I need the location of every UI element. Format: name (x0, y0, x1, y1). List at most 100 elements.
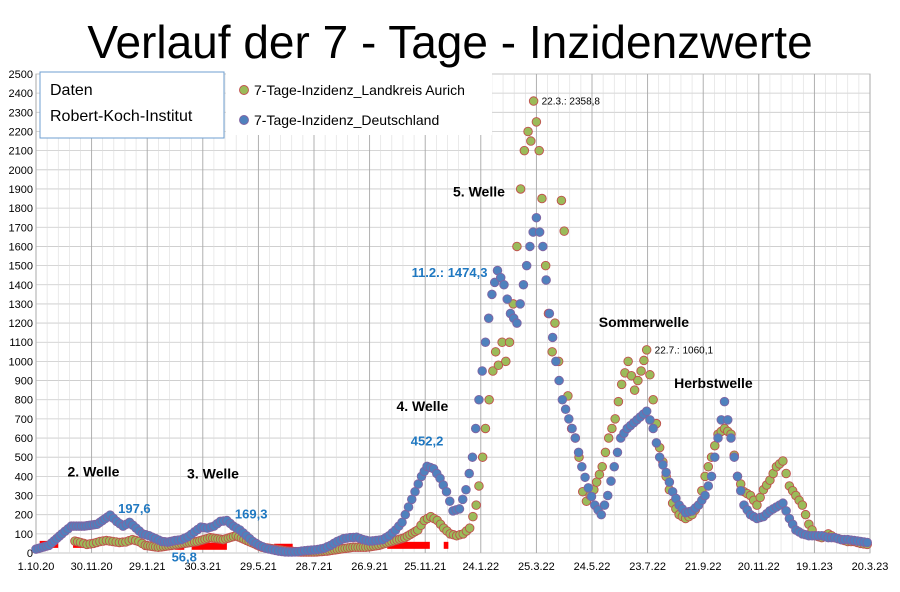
data-point (607, 423, 617, 434)
grid (35, 73, 871, 554)
data-point (713, 433, 723, 443)
red-marker (191, 542, 227, 550)
y-tick-label: 2400 (9, 88, 33, 100)
data-point (710, 452, 720, 462)
y-tick-label: 2200 (9, 126, 33, 138)
y-tick-label: 300 (15, 491, 33, 503)
data-point (464, 523, 475, 533)
data-point (480, 423, 491, 434)
y-tick-label: 800 (15, 395, 33, 407)
data-point (515, 299, 525, 309)
x-tick-label: 26.9.21 (351, 561, 388, 573)
data-point (445, 496, 455, 507)
y-tick-label: 2300 (9, 107, 33, 119)
x-tick-label: 25.3.22 (518, 561, 555, 573)
y-tick-label: 1900 (9, 184, 33, 196)
data-point (499, 280, 509, 290)
y-tick-label: 400 (15, 471, 33, 483)
data-point (526, 136, 536, 146)
data-point (612, 447, 623, 458)
source-box (39, 71, 225, 139)
data-point (600, 447, 611, 458)
legend-label: 7-Tage-Inzidenz_Landkreis Aurich (254, 82, 465, 98)
x-tick-label: 21.9.22 (685, 561, 722, 573)
data-point (521, 260, 532, 271)
data-point (629, 385, 640, 395)
data-point (528, 96, 539, 106)
data-point (512, 318, 522, 328)
data-point (603, 433, 614, 443)
data-point (454, 504, 465, 514)
x-tick-label: 25.11.21 (404, 561, 446, 573)
data-point (703, 462, 714, 472)
plot-area (35, 73, 871, 554)
annotation-label: 452,2 (411, 434, 444, 449)
data-point (597, 462, 607, 472)
data-point (719, 396, 730, 407)
data-point (471, 500, 481, 510)
y-tick-label: 1800 (9, 203, 33, 215)
data-point (596, 509, 607, 520)
data-point (544, 308, 555, 319)
data-point (477, 452, 488, 462)
data-point (626, 371, 637, 381)
data-point (703, 481, 714, 491)
data-point (493, 360, 504, 370)
legend-box (226, 73, 492, 135)
x-tick-label: 29.5.21 (240, 561, 277, 573)
data-point (648, 423, 658, 434)
data-point (732, 471, 743, 482)
y-tick-label: 1300 (9, 299, 33, 311)
x-tick-label: 24.1.22 (462, 561, 499, 573)
y-tick-label: 1700 (9, 222, 33, 234)
series (31, 96, 872, 557)
data-point (700, 490, 710, 501)
data-point (564, 414, 574, 424)
y-tick-label: 2100 (9, 146, 33, 158)
data-point (538, 241, 548, 252)
legend-marker (239, 115, 249, 125)
annotation-label: 56,8 (172, 550, 197, 565)
source-label: Robert-Koch-Institut (50, 108, 193, 125)
annotation-label: 4. Welle (396, 398, 448, 414)
data-point (557, 394, 568, 405)
data-point (641, 406, 652, 416)
data-point (540, 260, 551, 271)
x-tick-label: 20.3.23 (852, 561, 889, 573)
data-point (484, 394, 494, 405)
data-point (537, 193, 547, 204)
y-tick-label: 2000 (9, 165, 33, 177)
data-point (729, 452, 739, 462)
data-point (800, 509, 811, 520)
data-point (661, 467, 671, 478)
data-point (518, 280, 529, 290)
annotation-label: 22.3.: 2358,8 (542, 97, 601, 108)
data-point (441, 486, 452, 497)
data-point (651, 438, 662, 448)
series-deutschland (31, 212, 872, 557)
data-point (559, 226, 569, 236)
data-point (781, 468, 791, 479)
data-point (480, 337, 491, 347)
data-point (556, 195, 567, 206)
y-tick-label: 1100 (9, 337, 33, 349)
data-point (664, 477, 675, 487)
legend: Daten Robert-Koch-Institut 7-Tage-Inzidenz… (39, 71, 492, 139)
legend-label: 7-Tage-Inzidenz_Deutschland (254, 112, 439, 128)
data-point (613, 396, 624, 407)
data-point (512, 241, 522, 252)
data-point (483, 313, 494, 324)
x-tick-label: 24.5.22 (574, 561, 611, 573)
data-point (570, 433, 581, 443)
data-point (560, 404, 571, 415)
data-point (541, 275, 551, 285)
annotation-label: 169,3 (235, 507, 268, 522)
data-point (531, 117, 542, 127)
annotation-label: 2. Welle (68, 463, 120, 479)
data-point (490, 347, 501, 357)
data-point (531, 212, 542, 223)
data-point (797, 500, 808, 510)
annotation-label: 197,6 (118, 501, 151, 516)
data-point (501, 356, 511, 367)
